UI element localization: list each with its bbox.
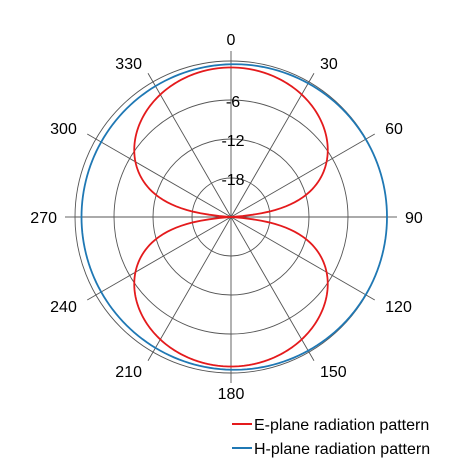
angle-tick-mark-330 — [147, 73, 154, 83]
angle-tick-mark-120 — [365, 294, 375, 301]
series-h-plane-line — [80, 63, 388, 371]
angle-label-270: 270 — [30, 210, 57, 227]
radial-label--18: -18 — [221, 172, 244, 189]
angle-label-210: 210 — [115, 364, 142, 381]
grid-ring--18 — [191, 177, 271, 257]
legend: E-plane radiation pattern H-plane radiati… — [232, 417, 430, 458]
angle-tick-mark-30 — [308, 73, 315, 83]
angle-label-150: 150 — [320, 364, 347, 381]
radial-label--12: -12 — [221, 133, 244, 150]
legend-label-1: H-plane radiation pattern — [254, 441, 430, 458]
radial-label--6: -6 — [226, 94, 240, 111]
grid-ring--6 — [113, 99, 349, 335]
angle-label-30: 30 — [320, 56, 338, 73]
angle-tick-mark-300 — [87, 133, 97, 140]
series-e-plane-line — [133, 66, 329, 368]
angle-label-240: 240 — [50, 299, 77, 316]
angle-label-330: 330 — [115, 56, 142, 73]
angle-label-90: 90 — [405, 210, 423, 227]
angle-label-180: 180 — [218, 386, 245, 403]
angle-label-0: 0 — [227, 32, 236, 49]
angle-label-300: 300 — [50, 121, 77, 138]
angle-label-60: 60 — [385, 121, 403, 138]
angle-tick-mark-240 — [87, 294, 97, 301]
series-layer — [80, 63, 388, 371]
legend-label-0: E-plane radiation pattern — [254, 417, 429, 434]
angle-label-120: 120 — [385, 299, 412, 316]
radial-tick-labels: -18 -12 -6 — [221, 94, 244, 189]
grid-ring--12 — [152, 138, 310, 296]
angle-tick-labels: 0 30 60 90 120 150 180 210 240 270 300 330 — [30, 32, 423, 403]
polar-grid — [65, 51, 397, 383]
angle-tick-mark-150 — [308, 351, 315, 361]
angle-tick-mark-210 — [147, 351, 154, 361]
angle-tick-mark-60 — [365, 133, 375, 140]
